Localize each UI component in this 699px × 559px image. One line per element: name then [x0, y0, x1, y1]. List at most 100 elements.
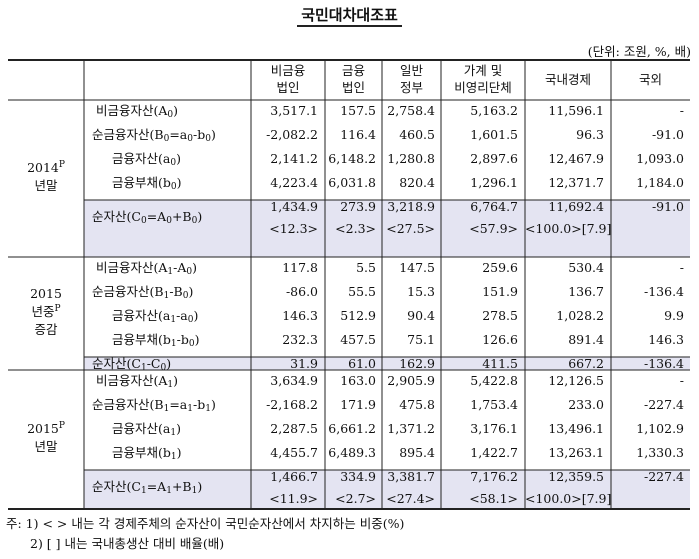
- table-cell: 2,141.2: [270, 151, 318, 166]
- table-cell: 1,093.0: [636, 151, 684, 166]
- table-cell: 6,031.8: [328, 175, 376, 190]
- section-label: 년말: [34, 177, 58, 193]
- table-cell: 171.9: [340, 397, 376, 412]
- table-cell: 2,758.4: [387, 103, 435, 118]
- table-cell: 9.9: [664, 308, 684, 323]
- share-cell: <2.3>: [335, 221, 376, 236]
- table-cell: 13,496.1: [548, 421, 604, 436]
- table-cell: -136.4: [643, 356, 684, 371]
- row-label: 금융자산(a0): [112, 151, 181, 168]
- column-header-0: 비금융: [270, 63, 306, 78]
- section-label: 2015: [30, 285, 62, 301]
- table-cell: 12,467.9: [548, 151, 604, 166]
- table-cell: -86.0: [285, 284, 318, 299]
- table-cell: 1,753.4: [470, 397, 518, 412]
- table-cell: 2,905.9: [387, 373, 435, 388]
- table-cell: -: [679, 373, 684, 388]
- row-label: 순자산(C0=A0+B0): [92, 209, 203, 226]
- table-cell: 11,692.4: [548, 199, 604, 214]
- share-cell: <58.1>: [469, 491, 518, 506]
- table-cell: 163.0: [340, 373, 376, 388]
- share-cell: <12.3>: [269, 221, 318, 236]
- row-label: 순자산(C1=A1+B1): [92, 479, 203, 496]
- table-cell: 3,517.1: [270, 103, 318, 118]
- table-cell: 4,223.4: [270, 175, 318, 190]
- table-cell: 3,218.9: [387, 199, 435, 214]
- row-label: 순자산(C1-C0): [92, 356, 172, 373]
- table-cell: 820.4: [399, 175, 435, 190]
- table-cell: -91.0: [651, 199, 684, 214]
- table-title: 국민대차대조표: [0, 4, 699, 27]
- table-cell: 233.0: [568, 397, 604, 412]
- column-header-4: 국내경제: [544, 72, 591, 87]
- table-cell: 1,371.2: [387, 421, 435, 436]
- table-cell: 259.6: [482, 260, 518, 275]
- row-label: 비금융자산(A1): [96, 373, 179, 390]
- section-label: 년말: [34, 438, 58, 454]
- table-cell: 1,330.3: [636, 445, 684, 460]
- table-cell: 667.2: [568, 356, 604, 371]
- table-cell: 6,764.7: [470, 199, 518, 214]
- table-cell: 232.3: [282, 332, 318, 347]
- table-cell: 151.9: [482, 284, 518, 299]
- footnotes: 주: 1) < > 내는 각 경제주체의 순자산이 국민순자산에서 차지하는 비…: [6, 514, 404, 554]
- share-cell: <11.9>: [269, 491, 318, 506]
- table-cell: 5,422.8: [470, 373, 518, 388]
- table-cell: 411.5: [482, 356, 518, 371]
- net-assets-highlight: [84, 470, 690, 509]
- table-cell: 147.5: [399, 260, 435, 275]
- table-cell: 6,489.3: [328, 445, 376, 460]
- net-assets-highlight: [84, 357, 690, 370]
- net-assets-highlight: [84, 200, 690, 257]
- table-cell: 3,381.7: [387, 469, 435, 484]
- section-label: 증감: [34, 321, 58, 337]
- table-cell: 1,422.7: [470, 445, 518, 460]
- table-cell: 90.4: [407, 308, 435, 323]
- table-cell: 116.4: [340, 127, 376, 142]
- table-cell: 1,296.1: [470, 175, 518, 190]
- table-cell: 146.3: [282, 308, 318, 323]
- table-cell: 6,148.2: [328, 151, 376, 166]
- share-cell: <2.7>: [335, 491, 376, 506]
- table-cell: 1,280.8: [387, 151, 435, 166]
- table-cell: -2,082.2: [266, 127, 318, 142]
- row-label: 순금융자산(B1-B0): [92, 284, 194, 301]
- table-cell: 4,455.7: [270, 445, 318, 460]
- table-cell: -136.4: [643, 284, 684, 299]
- column-header-1: 법인: [341, 80, 365, 95]
- table-cell: 475.8: [399, 397, 435, 412]
- table-cell: 75.1: [407, 332, 435, 347]
- share-cell: <27.5>: [386, 221, 435, 236]
- footnote-1: 주: 1) < > 내는 각 경제주체의 순자산이 국민순자산에서 차지하는 비…: [6, 516, 405, 531]
- share-cell: <100.0>[7.9]: [525, 221, 612, 236]
- table-cell: 5,163.2: [470, 103, 518, 118]
- share-cell: <57.9>: [469, 221, 518, 236]
- column-header-3: 가계 및: [463, 63, 503, 78]
- table-cell: 512.9: [340, 308, 376, 323]
- table-cell: 3,634.9: [270, 373, 318, 388]
- table-cell: -2,168.2: [266, 397, 318, 412]
- table-cell: -227.4: [643, 397, 684, 412]
- table-cell: -: [679, 260, 684, 275]
- table-cell: 157.5: [340, 103, 376, 118]
- column-header-0: 법인: [276, 80, 300, 95]
- share-cell: <100.0>[7.9]: [525, 491, 612, 506]
- table-cell: 117.8: [282, 260, 318, 275]
- table-cell: 15.3: [407, 284, 435, 299]
- table-cell: 2,897.6: [470, 151, 518, 166]
- table-cell: 273.9: [340, 199, 376, 214]
- table-cell: 895.4: [399, 445, 435, 460]
- row-label: 금융부채(b1): [112, 445, 182, 462]
- table-cell: 1,466.7: [270, 469, 318, 484]
- row-label: 비금융자산(A1-A0): [96, 260, 198, 277]
- table-cell: 31.9: [290, 356, 318, 371]
- table-cell: 1,184.0: [636, 175, 684, 190]
- row-label: 비금융자산(A0): [96, 103, 179, 120]
- table-cell: 12,359.5: [548, 469, 604, 484]
- table-cell: 7,176.2: [470, 469, 518, 484]
- table-cell: 61.0: [348, 356, 376, 371]
- table-cell: 1,102.9: [636, 421, 684, 436]
- column-header-2: 일반: [399, 63, 423, 78]
- row-label: 금융자산(a1-a0): [112, 308, 199, 325]
- column-header-2: 정부: [399, 80, 423, 95]
